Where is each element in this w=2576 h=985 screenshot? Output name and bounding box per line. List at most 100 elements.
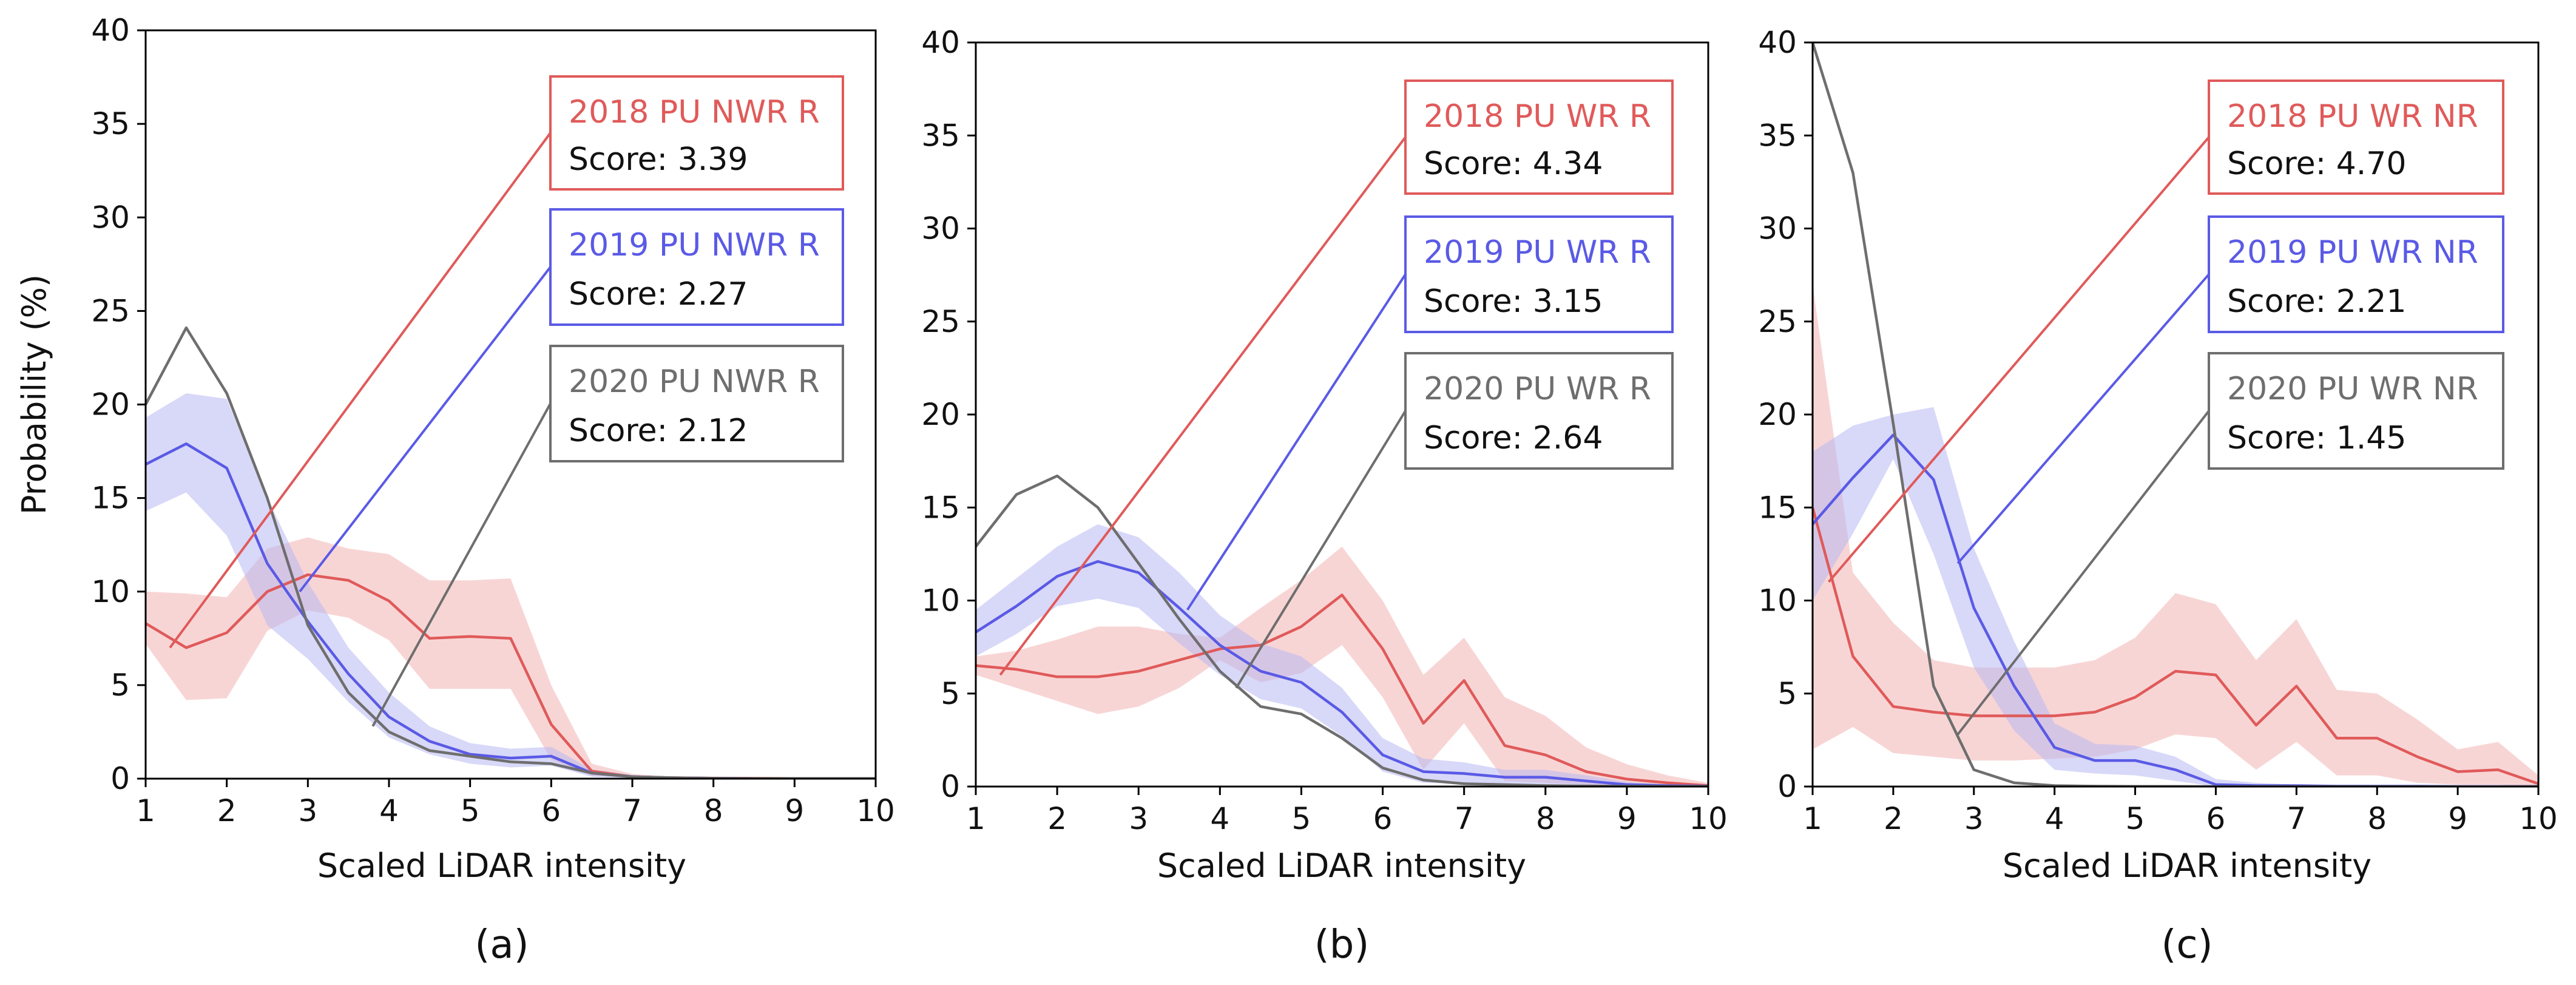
legend-frame-2018-c	[2208, 80, 2504, 195]
legend-box-2019-b: 2019 PU WR R Score: 3.15	[1404, 215, 1674, 333]
legend-name-2018-c: 2018 PU WR NR	[2227, 98, 2478, 135]
legend-score-2018-b: Score: 4.34	[1424, 146, 1603, 182]
x-tick-label-c: 3	[1964, 801, 1984, 836]
callout-line-2019-b	[1186, 273, 1407, 611]
y-tick-label-c: 35	[1758, 118, 1797, 153]
y-tick-label-b: 35	[921, 118, 960, 153]
x-tick-label-c: 6	[2206, 801, 2226, 836]
x-tick-label-c: 2	[1884, 801, 1903, 836]
x-tick-label-c: 7	[2287, 801, 2306, 836]
y-tick-label-c: 30	[1758, 211, 1797, 246]
legend-box-2020-c: 2020 PU WR NR Score: 1.45	[2208, 352, 2504, 470]
y-tick-label-c: 40	[1758, 25, 1797, 60]
confidence-band-2019-a	[146, 393, 876, 779]
legend-frame-2018-b	[1404, 80, 1674, 195]
y-tick-label-a: 5	[110, 668, 130, 703]
legend-name-2018-a: 2018 PU NWR R	[569, 94, 820, 130]
x-tick-label-a: 7	[623, 793, 642, 828]
legend-frame-2020-b	[1404, 352, 1674, 470]
y-tick-label-c: 20	[1758, 397, 1797, 432]
caption-b: (b)	[1314, 922, 1370, 967]
y-tick-label-a: 35	[91, 106, 130, 141]
legend-box-2019-c: 2019 PU WR NR Score: 2.21	[2208, 215, 2504, 333]
legend-score-2019-a: Score: 2.27	[569, 276, 748, 313]
x-tick-label-c: 8	[2367, 801, 2387, 836]
series-line-2019-b	[976, 560, 1708, 787]
y-tick-label-b: 40	[921, 25, 960, 60]
x-axis-title-c: Scaled LiDAR intensity	[2003, 847, 2371, 885]
x-tick-label-a: 1	[136, 793, 155, 828]
legend-frame-2019-b	[1404, 215, 1674, 333]
y-tick-label-c: 15	[1758, 490, 1797, 525]
legend-frame-2020-a	[549, 345, 844, 462]
x-tick-label-b: 4	[1210, 801, 1229, 836]
panel-b: 1 2 3 4 5 6 7 8 9 10 0 5 10 15 20 25 30 35 40 Scaled LiDAR…	[921, 25, 1727, 967]
legend-box-2018-a: 2018 PU NWR R Score: 3.39	[549, 75, 844, 191]
y-tick-label-b: 25	[921, 304, 960, 339]
x-tick-label-a: 9	[785, 793, 804, 828]
legend-score-2020-a: Score: 2.12	[569, 413, 748, 449]
x-tick-label-c: 1	[1803, 801, 1822, 836]
legend-box-2018-b: 2018 PU WR R Score: 4.34	[1404, 80, 1674, 195]
legend-score-2019-c: Score: 2.21	[2227, 283, 2406, 320]
callout-line-2018-c	[1828, 136, 2210, 583]
y-tick-label-c: 25	[1758, 304, 1797, 339]
legend-box-2020-a: 2020 PU NWR R Score: 2.12	[549, 345, 844, 462]
x-tick-label-a: 3	[298, 793, 317, 828]
y-tick-label-a: 25	[91, 293, 130, 328]
confidence-band-2018-b	[976, 546, 1708, 787]
legend-name-2019-b: 2019 PU WR R	[1424, 234, 1651, 271]
legend-name-2020-c: 2020 PU WR NR	[2227, 371, 2478, 407]
x-tick-label-b: 9	[1617, 801, 1637, 836]
x-axis-title-b: Scaled LiDAR intensity	[1157, 847, 1526, 885]
y-tick-label-a: 30	[91, 200, 130, 235]
x-tick-label-a: 2	[217, 793, 237, 828]
plot-area-a: 1 2 3 4 5 6 7 8 9 10 0 5 10 15 20 25 30 35 40	[91, 13, 894, 828]
legend-name-2018-b: 2018 PU WR R	[1424, 98, 1651, 135]
legend-name-2020-a: 2020 PU NWR R	[569, 364, 820, 400]
y-tick-label-b: 10	[921, 583, 960, 618]
legend-score-2020-b: Score: 2.64	[1424, 420, 1603, 456]
series-layer-b	[976, 474, 1708, 787]
callout-line-2018-b	[999, 136, 1407, 676]
confidence-band-2018-c	[1813, 284, 2538, 787]
caption-c: (c)	[2161, 922, 2213, 967]
x-tick-label-a: 5	[461, 793, 480, 828]
x-tick-label-c: 4	[2045, 801, 2064, 836]
legend-frame-2018-a	[549, 75, 844, 191]
y-tick-label-a: 40	[91, 13, 130, 48]
panel-a: Probability (%) 1 2 3 4 5 6 7 8 9 10 0 5 10 15 20 25 30 3…	[15, 13, 895, 967]
y-tick-label-b: 5	[941, 676, 960, 711]
y-tick-label-c: 5	[1777, 676, 1797, 711]
x-tick-label-c: 10	[2519, 801, 2558, 836]
x-tick-label-b: 5	[1292, 801, 1311, 836]
plot-area-c: 1 2 3 4 5 6 7 8 9 10 0 5 10 15 20 25 30 35 40	[1758, 25, 2557, 836]
legend-box-2019-a: 2019 PU NWR R Score: 2.27	[549, 208, 844, 326]
x-tick-label-b: 6	[1373, 801, 1393, 836]
y-tick-label-a: 20	[91, 387, 130, 422]
x-tick-label-b: 3	[1129, 801, 1148, 836]
legend-score-2018-a: Score: 3.39	[569, 141, 748, 178]
caption-a: (a)	[475, 922, 529, 967]
y-tick-label-c: 10	[1758, 583, 1797, 618]
x-tick-label-b: 8	[1536, 801, 1555, 836]
callout-line-2020-b	[1235, 410, 1407, 689]
callout-line-2020-c	[1956, 410, 2210, 736]
callout-line-2019-a	[299, 266, 552, 592]
legend-frame-2019-a	[549, 208, 844, 326]
legend-name-2020-b: 2020 PU WR R	[1424, 371, 1651, 407]
legend-score-2018-c: Score: 4.70	[2227, 146, 2406, 182]
x-tick-label-b: 1	[966, 801, 985, 836]
x-tick-label-a: 8	[704, 793, 723, 828]
legend-frame-2020-c	[2208, 352, 2504, 470]
legend-box-2020-b: 2020 PU WR R Score: 2.64	[1404, 352, 1674, 470]
x-axis-title-a: Scaled LiDAR intensity	[317, 847, 686, 885]
callout-line-2020-a	[371, 403, 552, 727]
x-tick-label-c: 9	[2448, 801, 2467, 836]
y-tick-label-a: 15	[91, 481, 130, 516]
y-tick-label-b: 20	[921, 397, 960, 432]
y-tick-label-b: 15	[921, 490, 960, 525]
y-tick-label-a: 0	[110, 761, 130, 796]
legend-box-2018-c: 2018 PU WR NR Score: 4.70	[2208, 80, 2504, 195]
